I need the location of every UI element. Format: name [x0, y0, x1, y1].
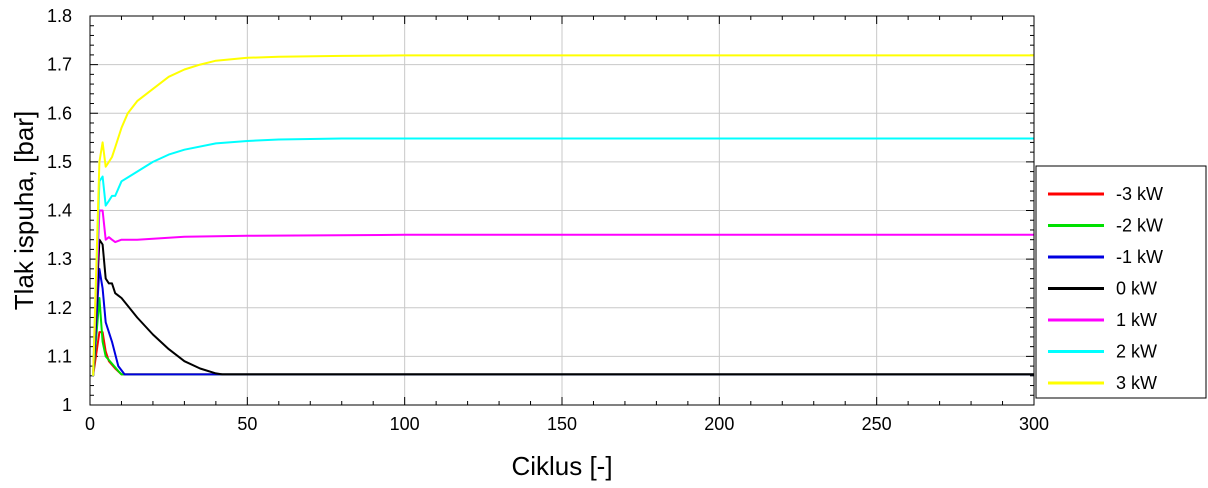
legend-label: 2 kW: [1116, 342, 1157, 362]
y-tick-label: 1.2: [47, 298, 72, 318]
series-line: [92, 267, 1034, 376]
legend: -3 kW -2 kW -1 kW 0 kW 1 kW 2 kW 3 kW: [1035, 165, 1207, 399]
legend-label: -2 kW: [1116, 216, 1163, 236]
x-axis-label: Ciklus [-]: [511, 451, 612, 481]
grid-lines: [90, 16, 1034, 405]
legend-label: 3 kW: [1116, 373, 1157, 393]
x-tick-label: 50: [237, 414, 257, 434]
legend-label: -3 kW: [1116, 184, 1163, 204]
x-tick-label: 150: [547, 414, 577, 434]
plot-frame: [89, 15, 1035, 406]
y-tick-label: 1.5: [47, 152, 72, 172]
x-tick-label: 200: [704, 414, 734, 434]
series-line: [92, 297, 1034, 376]
x-tick-labels: 0 50 100 150 200 250 300: [85, 414, 1049, 434]
series-line: [92, 137, 1034, 376]
x-tick-label: 250: [862, 414, 892, 434]
series-lines: [92, 54, 1034, 376]
legend-label: -1 kW: [1116, 247, 1163, 267]
series-line: [92, 238, 1034, 376]
y-tick-label: 1.6: [47, 103, 72, 123]
legend-label: 1 kW: [1116, 310, 1157, 330]
y-tick-label: 1.7: [47, 55, 72, 75]
series-line: [92, 54, 1034, 376]
series-line: [92, 209, 1034, 376]
x-tick-label: 100: [390, 414, 420, 434]
y-tick-label: 1.1: [47, 346, 72, 366]
y-tick-label: 1: [62, 395, 72, 415]
y-axis-label: Tlak ispuha, [bar]: [9, 111, 39, 310]
legend-label: 0 kW: [1116, 279, 1157, 299]
x-tick-label: 0: [85, 414, 95, 434]
y-tick-label: 1.3: [47, 249, 72, 269]
x-tick-label: 300: [1019, 414, 1049, 434]
legend-frame: [1035, 165, 1207, 399]
y-tick-label: 1.8: [47, 6, 72, 26]
y-tick-label: 1.4: [47, 201, 72, 221]
series-line: [92, 331, 1034, 376]
y-tick-labels: 1 1.1 1.2 1.3 1.4 1.5 1.6 1.7 1.8: [47, 6, 72, 415]
